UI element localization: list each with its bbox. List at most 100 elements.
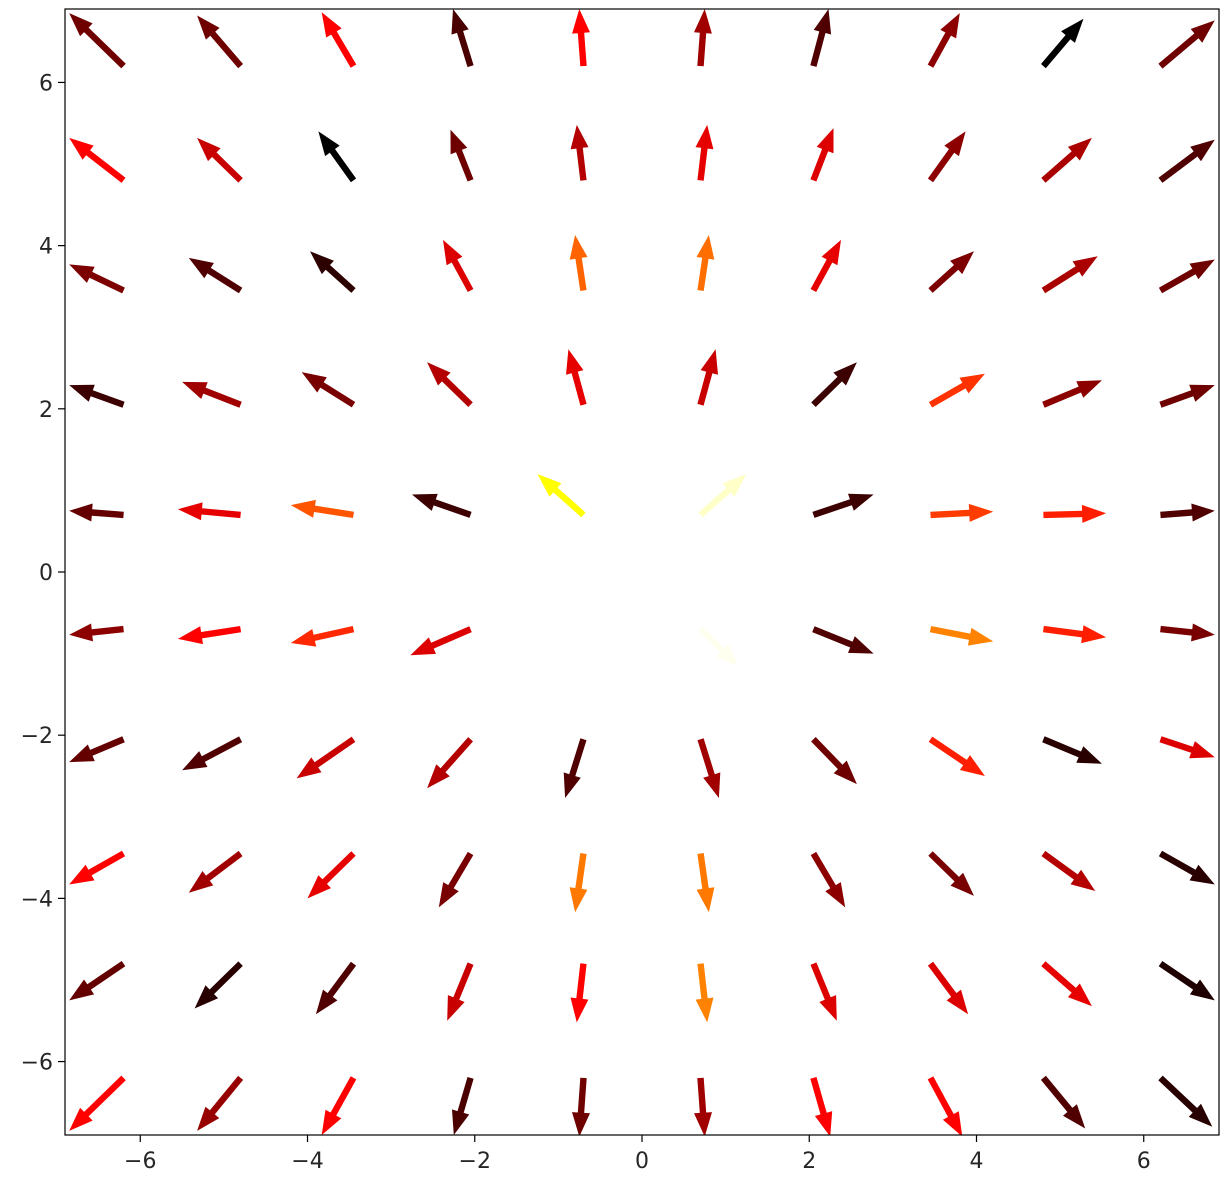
quiver-arrow [321, 12, 357, 68]
quiver-arrow [929, 626, 994, 646]
quiver-arrow [69, 850, 126, 885]
arrow-field [69, 9, 1215, 1135]
quiver-arrow [188, 850, 243, 893]
quiver-arrow [177, 502, 241, 521]
quiver-arrow [930, 503, 994, 522]
quiver-arrow [695, 963, 714, 1023]
quiver-arrow [177, 626, 242, 645]
quiver-arrow [69, 503, 124, 522]
quiver-arrow [315, 961, 357, 1015]
quiver-arrow [194, 961, 243, 1009]
quiver-arrow [695, 124, 714, 181]
x-tick-label: 2 [802, 1149, 816, 1174]
quiver-arrow [1042, 380, 1102, 408]
quiver-arrow [310, 251, 356, 293]
quiver-arrow [1041, 256, 1098, 294]
quiver-arrow [570, 124, 589, 181]
quiver-arrow [182, 736, 243, 771]
y-tick-label: −6 [21, 1051, 53, 1076]
quiver-arrow [69, 384, 125, 408]
quiver-arrow [810, 9, 832, 67]
x-tick-label: 6 [1137, 1149, 1151, 1174]
quiver-arrow [412, 493, 472, 518]
quiver-arrow [1160, 623, 1215, 642]
quiver-arrow [69, 623, 124, 642]
quiver-arrow [537, 474, 586, 518]
quiver-arrow [927, 131, 966, 183]
quiver-arrow [427, 737, 473, 789]
quiver-arrow [694, 1077, 712, 1135]
y-tick-label: 0 [39, 561, 53, 586]
y-tick-label: 6 [39, 71, 53, 96]
quiver-arrow [318, 131, 357, 183]
quiver-arrow [410, 626, 472, 656]
quiver-arrow [1158, 1075, 1213, 1127]
quiver-arrow [810, 851, 846, 908]
y-tick-label: −4 [21, 887, 53, 912]
quiver-arrow [69, 1075, 126, 1131]
quiver-arrow [697, 349, 718, 406]
y-axis: −6 −4 −2 0 2 4 6 [21, 71, 65, 1076]
quiver-arrow [427, 362, 473, 407]
x-axis: −6 −4 −2 0 2 4 6 [124, 1135, 1151, 1174]
quiver-arrow [450, 129, 474, 182]
quiver-arrow [1158, 259, 1215, 294]
x-tick-label: 0 [635, 1149, 649, 1174]
quiver-arrow [1158, 850, 1215, 885]
quiver-arrow [1040, 1075, 1086, 1129]
quiver-arrow [928, 373, 985, 408]
quiver-arrow [197, 1075, 244, 1131]
quiver-arrow [438, 851, 474, 908]
quiver-arrow [1159, 736, 1215, 759]
quiver-arrow [69, 264, 125, 294]
quiver-arrow [69, 961, 126, 1001]
quiver-arrow [452, 1077, 474, 1135]
quiver-arrow [1158, 20, 1215, 69]
quiver-arrow [1158, 139, 1215, 183]
quiver-arrow [928, 736, 985, 776]
y-tick-label: −2 [21, 724, 53, 749]
quiver-arrow [563, 738, 587, 798]
x-tick-label: −2 [459, 1149, 491, 1174]
quiver-arrow [1041, 137, 1092, 183]
quiver-arrow [569, 235, 588, 291]
quiver-arrow [451, 9, 474, 68]
quiver-arrow [1159, 384, 1215, 408]
quiver-arrow [290, 626, 355, 647]
quiver-arrow [307, 851, 356, 899]
quiver-arrow [810, 1077, 833, 1135]
quiver-arrow [1042, 736, 1102, 764]
quiver-arrow [1158, 961, 1215, 1001]
quiver-arrow [927, 961, 969, 1015]
y-tick-label: 2 [39, 398, 53, 423]
quiver-arrow [301, 372, 356, 408]
quiver-arrow [1043, 625, 1107, 644]
quiver-arrow [182, 381, 242, 408]
quiver-arrow [321, 1076, 357, 1135]
quiver-arrow [69, 137, 126, 183]
quiver-arrow [810, 239, 841, 292]
quiver-arrow [570, 963, 589, 1023]
quiver-arrow [811, 737, 857, 785]
quiver-arrow [1043, 504, 1107, 523]
quiver-arrow [811, 362, 857, 407]
quiver-arrow [928, 851, 974, 896]
quiver-arrow [569, 853, 588, 913]
quiver-arrow [694, 9, 712, 67]
quiver-arrow [1041, 850, 1096, 891]
quiver-arrow [1160, 503, 1215, 522]
quiver-arrow [1041, 18, 1084, 69]
quiver-arrow [698, 626, 739, 666]
quiver-arrow [566, 349, 587, 406]
quiver-arrow [927, 13, 960, 68]
quiver-arrow [69, 13, 126, 69]
quiver-arrow [928, 251, 974, 293]
quiver-arrow [810, 128, 834, 182]
quiver-arrow [696, 853, 715, 913]
x-tick-label: −6 [124, 1149, 156, 1174]
quiver-arrow [810, 962, 837, 1021]
quiver-arrow [188, 257, 243, 294]
quiver-arrow [696, 235, 715, 291]
quiver-arrow [290, 499, 354, 518]
